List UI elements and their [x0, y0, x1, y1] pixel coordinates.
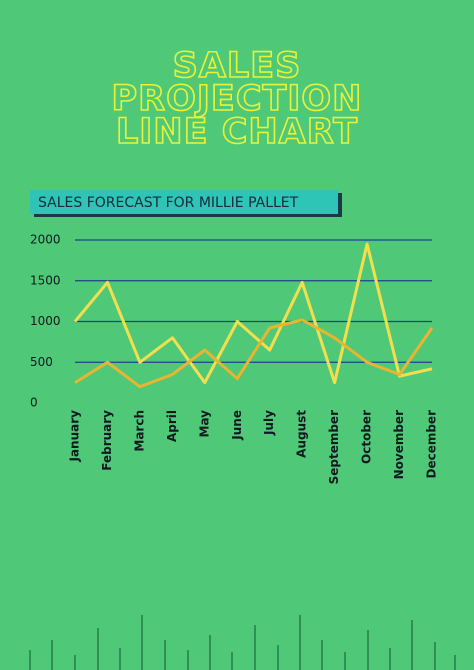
title-line: SALES	[173, 46, 302, 86]
title-line: PROJECTION	[112, 79, 363, 119]
x-tick-label: September	[327, 410, 341, 484]
x-tick-label: October	[360, 410, 374, 464]
x-tick-label: May	[197, 410, 211, 438]
subtitle-box	[30, 190, 338, 214]
y-tick-label: 1000	[30, 314, 61, 328]
x-tick-label: February	[100, 410, 114, 471]
series-line	[73, 242, 433, 385]
decoration	[29, 615, 456, 670]
y-tick-label: 0	[30, 396, 38, 410]
subtitle: SALES FORECAST FOR MILLIE PALLET	[38, 195, 299, 211]
y-tick-label: 1500	[30, 273, 61, 287]
x-tick-label: April	[165, 410, 179, 442]
x-tick-label: August	[295, 410, 309, 458]
x-tick-label: March	[132, 410, 146, 452]
y-tick-label: 500	[30, 355, 53, 369]
x-tick-label: July	[262, 410, 276, 436]
x-tick-label: January	[68, 410, 82, 463]
title-line: LINE CHART	[116, 112, 358, 152]
y-tick-label: 2000	[30, 233, 61, 247]
x-tick-label: December	[425, 410, 439, 479]
series-line	[74, 318, 434, 389]
x-tick-label: November	[392, 410, 406, 479]
x-tick-label: June	[230, 410, 244, 441]
